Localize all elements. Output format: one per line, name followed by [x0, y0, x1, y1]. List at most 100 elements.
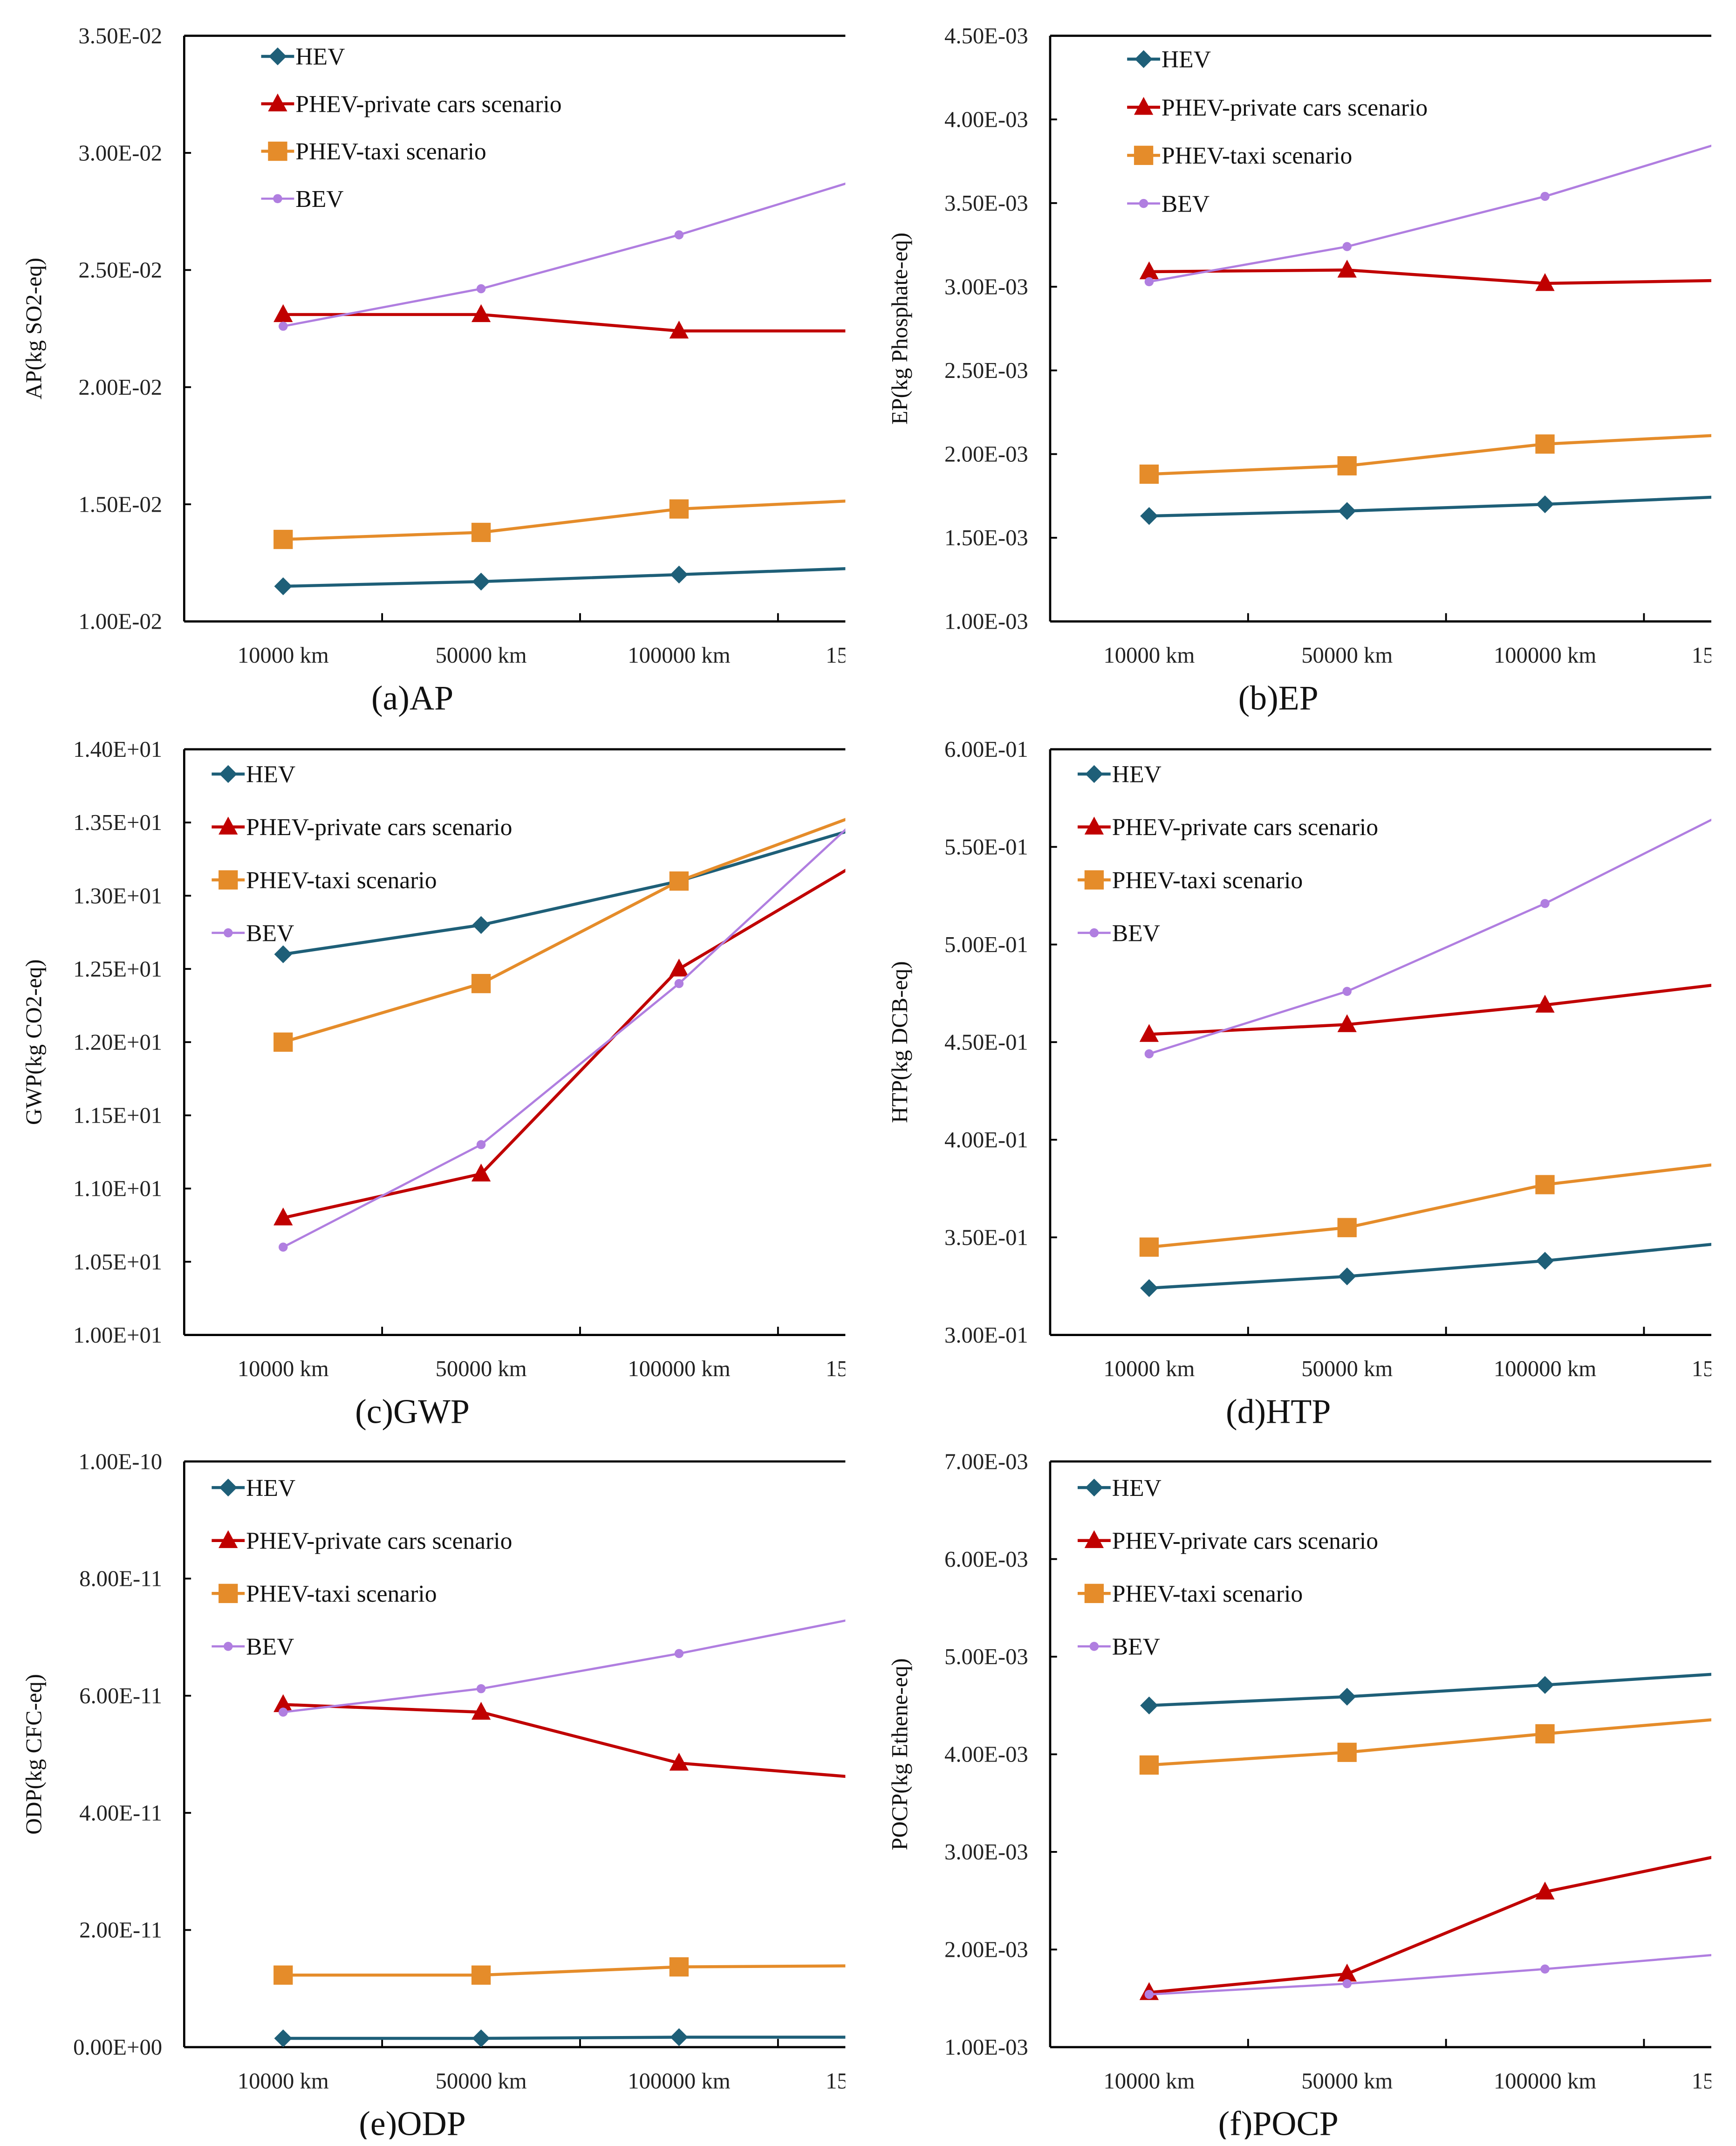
- legend-marker-icon: [1139, 199, 1148, 208]
- data-point: [273, 1207, 293, 1226]
- data-point: [476, 284, 486, 294]
- data-point: [1140, 1696, 1158, 1714]
- legend-label: PHEV-taxi scenario: [295, 138, 486, 165]
- series-line-phev-private-cars-scenario: [1149, 984, 1711, 1036]
- y-tick-label: 4.50E-03: [944, 23, 1028, 48]
- legend-marker-icon: [219, 1530, 238, 1548]
- y-tick-label: 3.50E-02: [78, 23, 162, 48]
- y-tick-label: 1.15E+01: [73, 1103, 162, 1128]
- series-line-hev: [283, 2036, 846, 2040]
- legend-label: BEV: [246, 920, 294, 946]
- series-line-phev-taxi-scenario: [283, 1964, 846, 1977]
- data-point: [1535, 1175, 1555, 1194]
- chart-caption: (b)EP: [1238, 679, 1319, 717]
- series-line-phev-private-cars-scenario: [283, 1703, 846, 1778]
- data-point: [1338, 1267, 1356, 1286]
- legend-marker-icon: [219, 1478, 237, 1497]
- legend-label: HEV: [1162, 47, 1211, 73]
- legend-label: PHEV-private cars scenario: [246, 1528, 512, 1554]
- y-axis-label: AP(kg SO2-eq): [21, 258, 47, 399]
- y-tick-label: 2.50E-03: [944, 358, 1028, 383]
- legend-label: BEV: [246, 1634, 294, 1660]
- data-point: [1337, 1218, 1357, 1237]
- legend-item: BEV: [1077, 1634, 1160, 1660]
- legend-label: PHEV-private cars scenario: [1162, 95, 1428, 121]
- data-point: [472, 2029, 490, 2048]
- y-tick-label: 1.50E-02: [78, 492, 162, 517]
- legend-label: HEV: [1112, 761, 1162, 788]
- data-point: [1338, 1687, 1356, 1706]
- data-point: [1139, 1237, 1159, 1257]
- legend-item: BEV: [1127, 191, 1210, 217]
- y-axis-label: HTP(kg DCB-eq): [887, 961, 912, 1123]
- y-tick-label: 3.00E-02: [78, 140, 162, 165]
- data-point: [471, 1163, 491, 1182]
- legend-label: PHEV-private cars scenario: [1112, 814, 1378, 841]
- data-point: [471, 1701, 491, 1720]
- chart-caption: (e)ODP: [359, 2105, 465, 2139]
- data-point: [1337, 1742, 1357, 1762]
- data-point: [1140, 507, 1158, 525]
- x-tick-label: 100000 km: [628, 1356, 730, 1381]
- y-tick-label: 3.50E-03: [944, 191, 1028, 216]
- data-point: [1535, 1724, 1555, 1744]
- series-line-hev: [1149, 1673, 1711, 1707]
- y-tick-label: 1.05E+01: [73, 1249, 162, 1275]
- data-point: [279, 1242, 288, 1252]
- y-tick-label: 1.00E+01: [73, 1323, 162, 1348]
- legend-label: BEV: [295, 186, 343, 213]
- legend-item: PHEV-taxi scenario: [1077, 1581, 1303, 1607]
- data-point: [274, 577, 292, 596]
- y-tick-label: 1.50E-03: [944, 525, 1028, 550]
- data-point: [669, 959, 689, 977]
- y-tick-label: 4.50E-01: [944, 1029, 1028, 1055]
- y-tick-label: 1.00E-02: [78, 609, 162, 634]
- y-tick-label: 1.00E-10: [78, 1449, 162, 1474]
- legend-item: HEV: [1077, 761, 1162, 788]
- legend-item: PHEV-taxi scenario: [212, 1581, 437, 1607]
- legend-label: PHEV-private cars scenario: [1112, 1528, 1378, 1554]
- legend-item: HEV: [212, 761, 295, 788]
- y-tick-label: 1.40E+01: [73, 737, 162, 762]
- data-point: [472, 572, 490, 591]
- legend-label: HEV: [246, 1475, 295, 1502]
- data-point: [1139, 1024, 1159, 1042]
- y-tick-label: 8.00E-11: [79, 1566, 162, 1591]
- legend-marker-icon: [219, 765, 237, 783]
- series-line-hev: [1149, 495, 1711, 518]
- legend-item: PHEV-taxi scenario: [212, 867, 437, 894]
- legend-label: HEV: [246, 761, 295, 788]
- data-point: [1535, 434, 1555, 454]
- y-tick-label: 5.50E-01: [944, 835, 1028, 860]
- legend-item: HEV: [212, 1475, 295, 1502]
- data-point: [1342, 242, 1352, 251]
- y-axis-label: POCP(kg Ethene-eq): [887, 1658, 912, 1850]
- data-point: [1337, 1963, 1357, 1981]
- y-tick-label: 2.50E-02: [78, 258, 162, 283]
- y-tick-label: 1.35E+01: [73, 810, 162, 835]
- legend-marker-icon: [268, 93, 287, 111]
- chart-panel: 0.00E+00 2.00E-11 4.00E-11 6.00E-11 8.00E-11…: [21, 1449, 846, 2143]
- legend-item: HEV: [261, 44, 345, 70]
- x-tick-label: 10000 km: [1103, 643, 1195, 668]
- data-point: [1540, 192, 1550, 201]
- data-point: [279, 322, 288, 331]
- legend-item: PHEV-taxi scenario: [1077, 867, 1303, 894]
- legend-item: BEV: [212, 920, 294, 946]
- legend-item: PHEV-private cars scenario: [1077, 814, 1378, 841]
- data-point: [674, 979, 684, 988]
- x-tick-label: 150000 km: [1692, 643, 1736, 668]
- x-tick-label: 50000 km: [436, 2068, 527, 2093]
- chart-panel: 3.00E-01 3.50E-01 4.00E-01 4.50E-01 5.00E-01…: [887, 737, 1711, 1430]
- chart-panel: 1.00E-03 1.50E-03 2.00E-03 2.50E-03 3.00E-03…: [887, 23, 1736, 717]
- data-point: [1535, 1881, 1555, 1900]
- y-tick-label: 6.00E-11: [79, 1683, 162, 1708]
- data-point: [1144, 277, 1154, 287]
- y-tick-label: 0.00E+00: [73, 2035, 162, 2060]
- y-tick-label: 3.00E-03: [944, 1839, 1028, 1865]
- series-line-phev-private-cars-scenario: [283, 869, 846, 1220]
- y-tick-label: 1.00E-03: [944, 609, 1028, 634]
- data-point: [1337, 1014, 1357, 1032]
